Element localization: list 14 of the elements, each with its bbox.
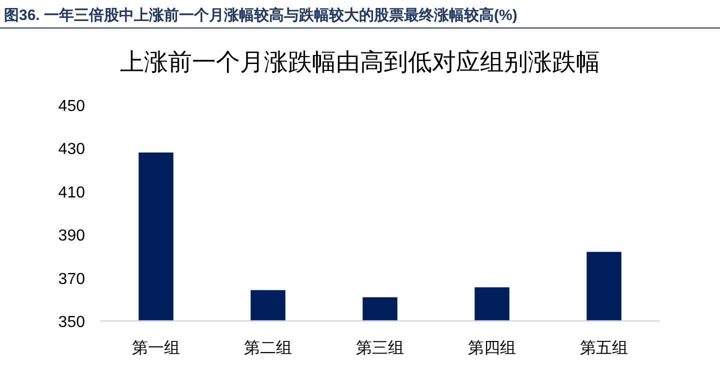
x-tick-label: 第四组	[468, 340, 516, 357]
x-tick-label: 第五组	[580, 340, 628, 357]
y-tick-label: 370	[58, 270, 86, 288]
y-tick-label: 450	[58, 98, 86, 115]
y-tick-label: 410	[58, 184, 86, 202]
y-tick-label: 390	[58, 228, 86, 245]
y-tick-label: 350	[58, 314, 86, 331]
plot: 350 370 390 410 430 450 第一组 第二组 第三组 第四组 第五组	[58, 98, 660, 357]
x-tick-label: 第一组	[132, 340, 180, 357]
y-tick-label: 430	[58, 141, 86, 158]
x-tick-label: 第三组	[356, 340, 404, 357]
x-tick-label: 第二组	[244, 340, 292, 357]
subtitle: 上涨前一个月涨跌幅由高到低对应组别涨跌幅	[120, 49, 600, 76]
title: 图36. 一年三倍股中上涨前一个月涨幅较高与跌幅较大的股票最终涨幅较高(%)	[4, 7, 518, 24]
